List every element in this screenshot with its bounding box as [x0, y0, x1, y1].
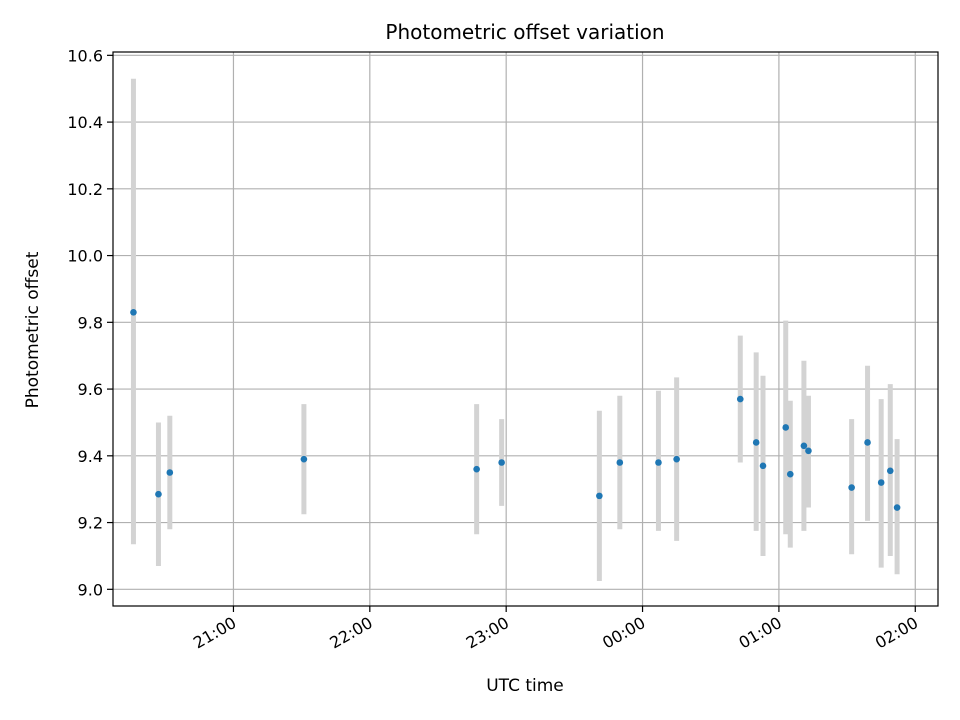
data-point — [166, 469, 174, 476]
data-point — [786, 470, 794, 478]
data-point — [300, 455, 308, 463]
chart-title: Photometric offset variation — [385, 20, 664, 44]
y-tick-label: 10.4 — [67, 113, 103, 132]
data-point — [886, 467, 894, 475]
data-point — [805, 447, 812, 455]
data-point — [473, 465, 480, 473]
x-axis-label: UTC time — [486, 676, 564, 696]
y-tick-label: 10.0 — [67, 247, 103, 266]
data-point — [498, 459, 505, 466]
y-tick-label: 10.2 — [67, 180, 103, 199]
data-point — [752, 439, 760, 446]
data-point — [782, 424, 790, 431]
y-tick-label: 9.4 — [78, 447, 103, 466]
data-point — [655, 459, 662, 466]
data-point — [800, 442, 808, 450]
data-point — [155, 490, 162, 498]
data-point — [130, 309, 137, 316]
data-point — [673, 455, 680, 463]
data-point — [877, 479, 885, 486]
plot-area: 9.09.29.49.69.810.010.210.410.621:00 22:0… — [67, 46, 939, 653]
data-point — [736, 395, 744, 403]
y-tick-label: 9.8 — [78, 313, 103, 332]
y-axis-label: Photometric offset — [23, 251, 43, 408]
y-tick-label: 9.6 — [78, 380, 103, 399]
data-point — [759, 462, 767, 470]
axes-frame — [112, 51, 939, 607]
data-point — [893, 504, 901, 511]
data-point — [616, 459, 624, 466]
data-point — [596, 492, 603, 500]
y-tick-label: 9.0 — [78, 580, 103, 599]
data-point — [864, 439, 871, 446]
y-tick-label: 10.6 — [67, 46, 103, 65]
data-point — [848, 484, 855, 491]
y-tick-label: 9.2 — [78, 514, 103, 533]
